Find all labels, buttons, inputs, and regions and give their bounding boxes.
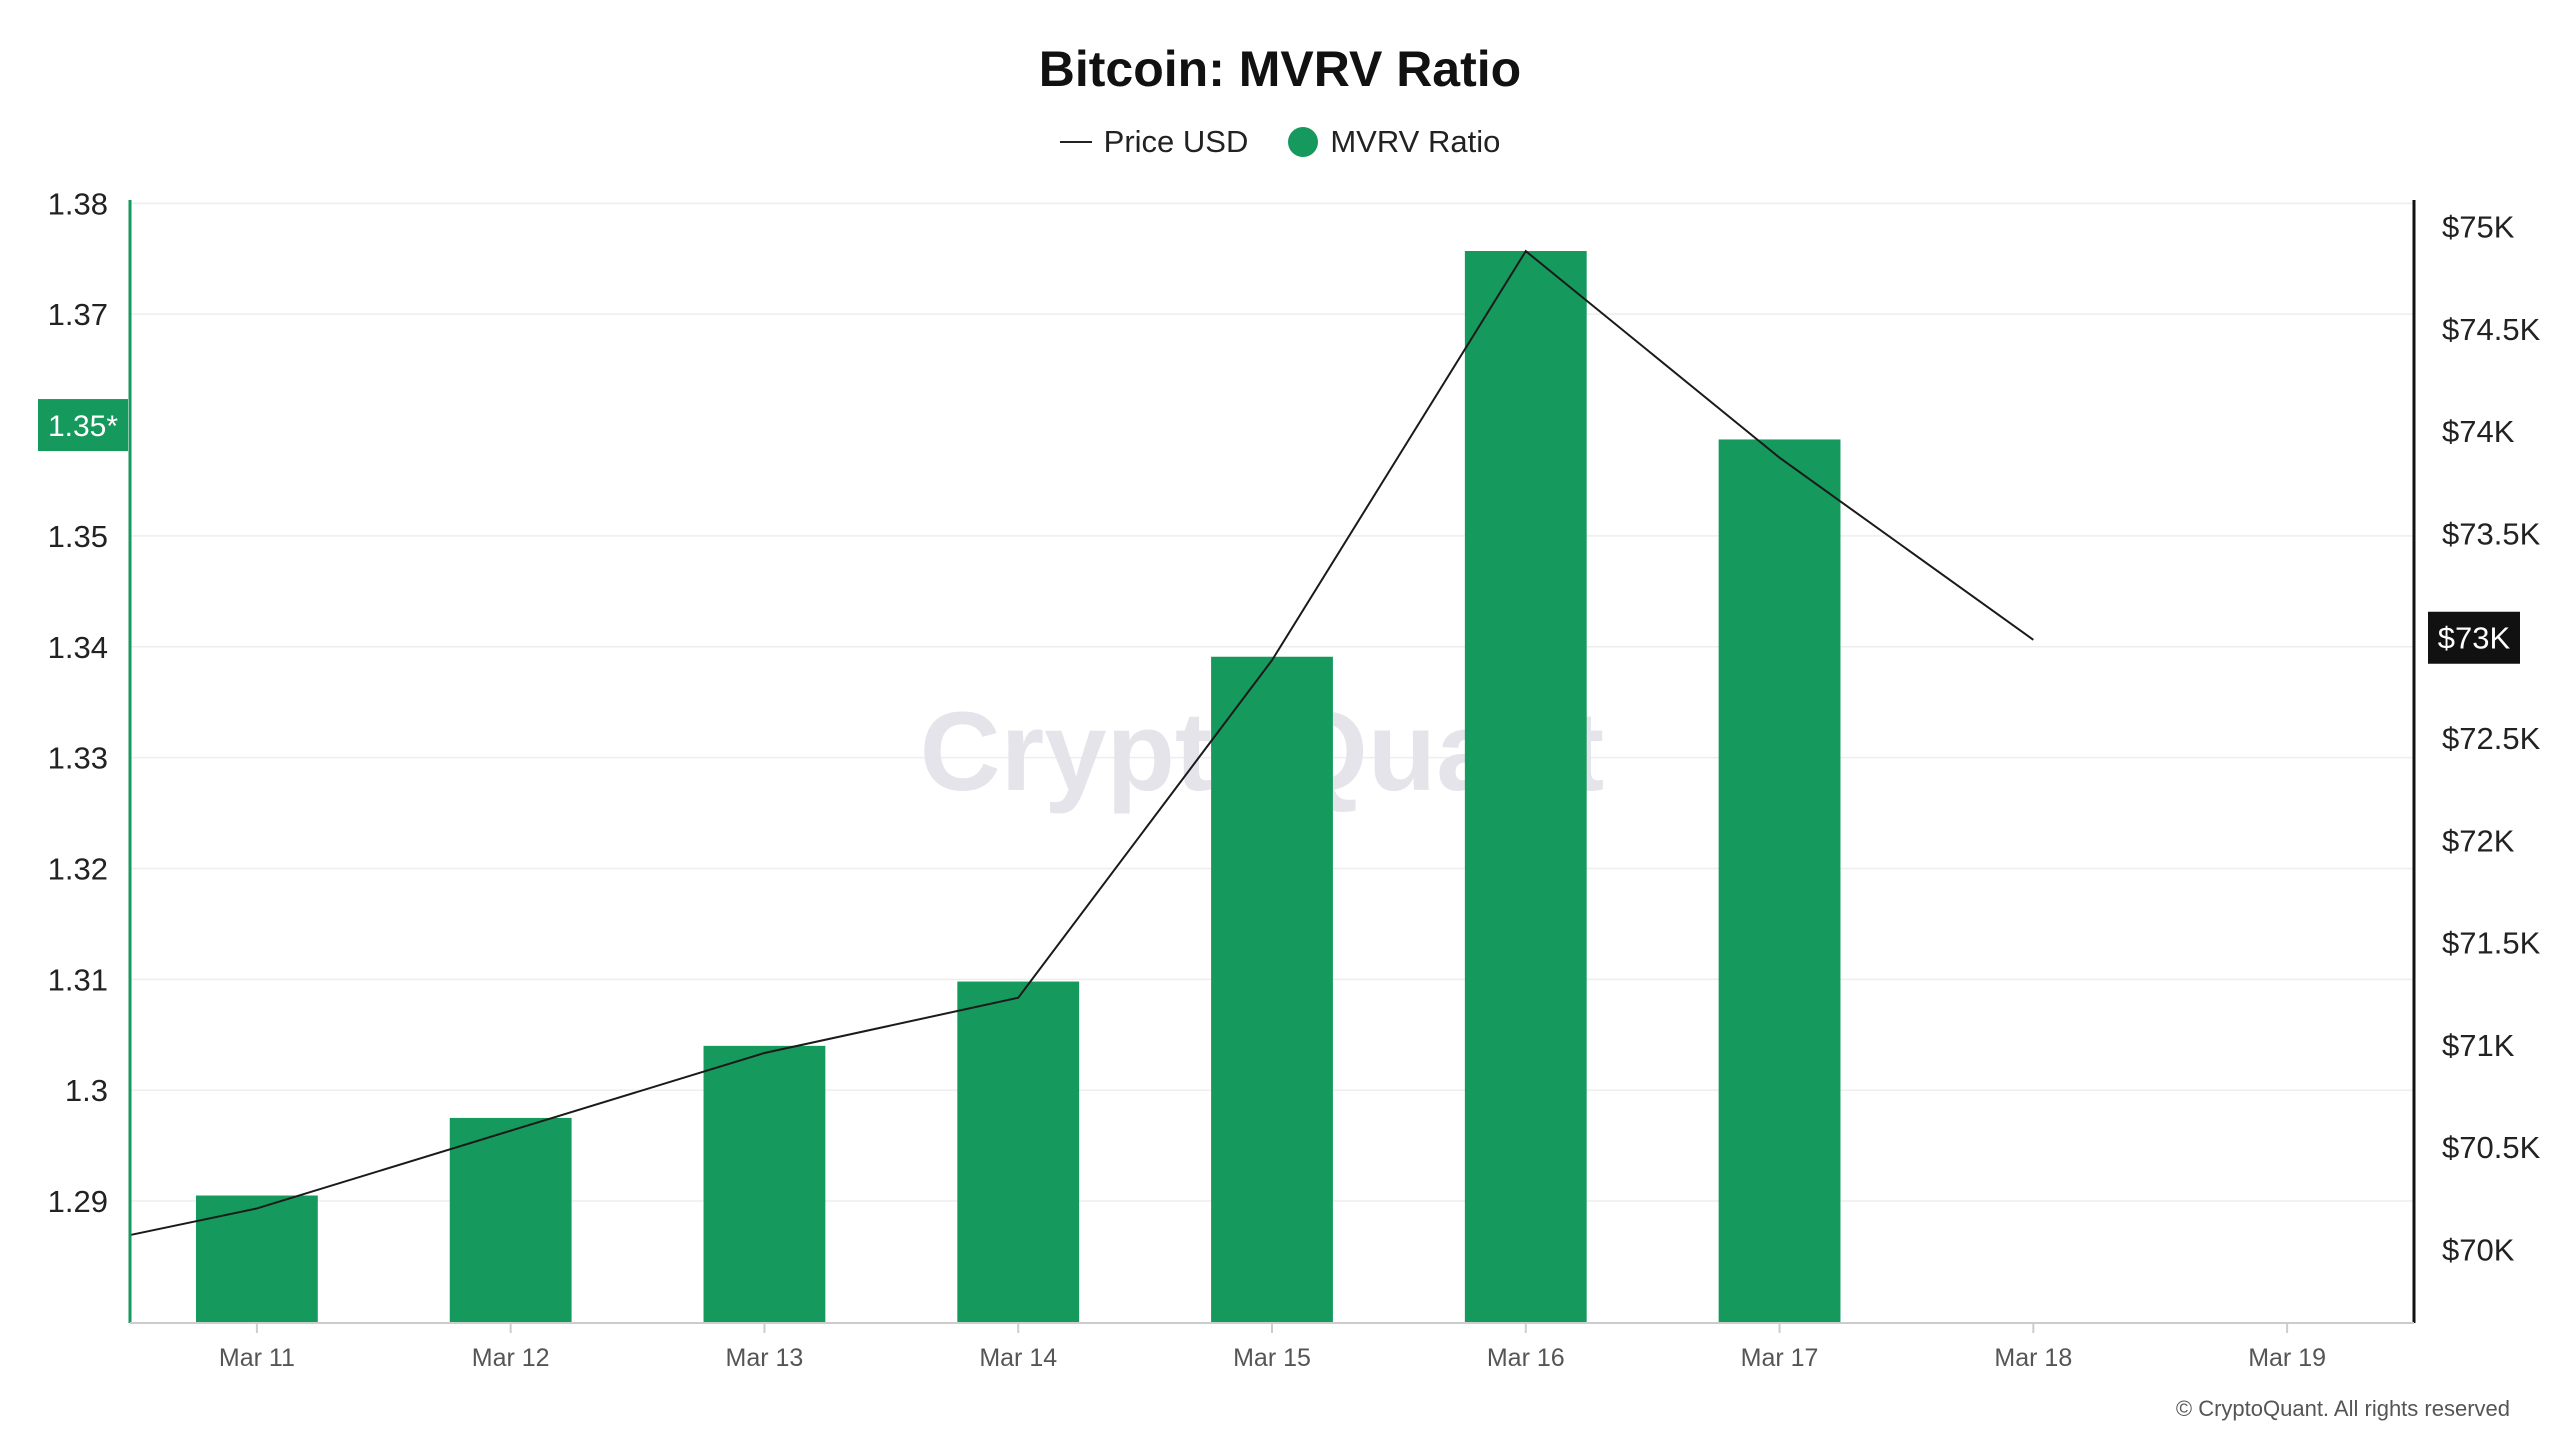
left-tick-label: 1.33 bbox=[48, 741, 108, 776]
bar bbox=[1718, 439, 1841, 1323]
left-tick-label: 1.35 bbox=[48, 519, 108, 554]
axis-badges: 1.35* $73K bbox=[38, 399, 2520, 664]
left-axis-badge-label: 1.35* bbox=[48, 410, 118, 443]
bar bbox=[703, 1045, 826, 1323]
left-tick-label: 1.31 bbox=[48, 962, 108, 997]
right-tick-label: $73.5K bbox=[2442, 516, 2541, 551]
left-axis-ticks: 1.29 1.3 1.31 1.32 1.33 1.34 1.35 1.37 1.38 bbox=[48, 186, 108, 1219]
legend-label-mvrv: MVRV Ratio bbox=[1330, 124, 1501, 159]
x-tick-label: Mar 11 bbox=[219, 1344, 295, 1372]
right-tick-label: $72.5K bbox=[2442, 721, 2541, 756]
copyright-text: © CryptoQuant. All rights reserved bbox=[2175, 1396, 2510, 1421]
right-tick-label: $70.5K bbox=[2442, 1130, 2541, 1165]
x-tick-label: Mar 18 bbox=[1994, 1344, 2072, 1372]
x-tick-label: Mar 17 bbox=[1741, 1344, 1819, 1372]
left-tick-label: 1.38 bbox=[48, 186, 108, 221]
legend-item-price[interactable]: Price USD bbox=[1059, 124, 1249, 160]
right-tick-label: $71.5K bbox=[2442, 926, 2541, 961]
left-tick-label: 1.32 bbox=[48, 851, 108, 886]
right-tick-label: $72K bbox=[2442, 823, 2515, 858]
left-tick-label: 1.37 bbox=[48, 297, 108, 332]
x-axis-ticks: Mar 11 Mar 12 Mar 13 Mar 14 Mar 15 Mar 16 Mar … bbox=[219, 1323, 2326, 1372]
legend-dot-icon bbox=[1288, 127, 1319, 157]
left-axis-badge bbox=[38, 399, 128, 452]
bar bbox=[1464, 250, 1587, 1323]
x-tick-label: Mar 16 bbox=[1487, 1344, 1565, 1372]
legend-item-mvrv[interactable]: MVRV Ratio bbox=[1288, 124, 1500, 160]
right-axis-ticks: $70K $70.5K $71K $71.5K $72K $72.5K $73.5K $74K… bbox=[2442, 210, 2541, 1268]
left-tick-label: 1.34 bbox=[48, 630, 108, 665]
price-line bbox=[129, 249, 2034, 1237]
bar bbox=[449, 1117, 572, 1323]
legend-line-icon bbox=[1059, 141, 1092, 143]
right-tick-label: $74.5K bbox=[2442, 312, 2541, 347]
left-tick-label: 1.29 bbox=[48, 1184, 108, 1219]
bar bbox=[195, 1195, 318, 1323]
line-series bbox=[129, 249, 2034, 1237]
right-tick-label: $70K bbox=[2442, 1232, 2515, 1267]
right-axis-badge-label: $73K bbox=[2438, 621, 2511, 656]
right-axis-badge bbox=[2428, 611, 2520, 664]
right-tick-label: $74K bbox=[2442, 414, 2515, 449]
right-tick-label: $75K bbox=[2442, 210, 2515, 245]
legend-label-price: Price USD bbox=[1103, 124, 1249, 159]
left-tick-label: 1.3 bbox=[65, 1073, 108, 1108]
bar bbox=[1211, 656, 1333, 1323]
x-tick-label: Mar 19 bbox=[2248, 1344, 2326, 1372]
x-tick-label: Mar 15 bbox=[1233, 1344, 1311, 1372]
bar bbox=[957, 981, 1080, 1323]
x-tick-label: Mar 14 bbox=[979, 1344, 1057, 1372]
chart-title: Bitcoin: MVRV Ratio bbox=[1038, 41, 1522, 97]
chart-legend: Price USD MVRV Ratio bbox=[0, 124, 2560, 160]
x-tick-label: Mar 12 bbox=[472, 1344, 550, 1372]
x-tick-label: Mar 13 bbox=[726, 1344, 804, 1372]
right-tick-label: $71K bbox=[2442, 1028, 2515, 1063]
